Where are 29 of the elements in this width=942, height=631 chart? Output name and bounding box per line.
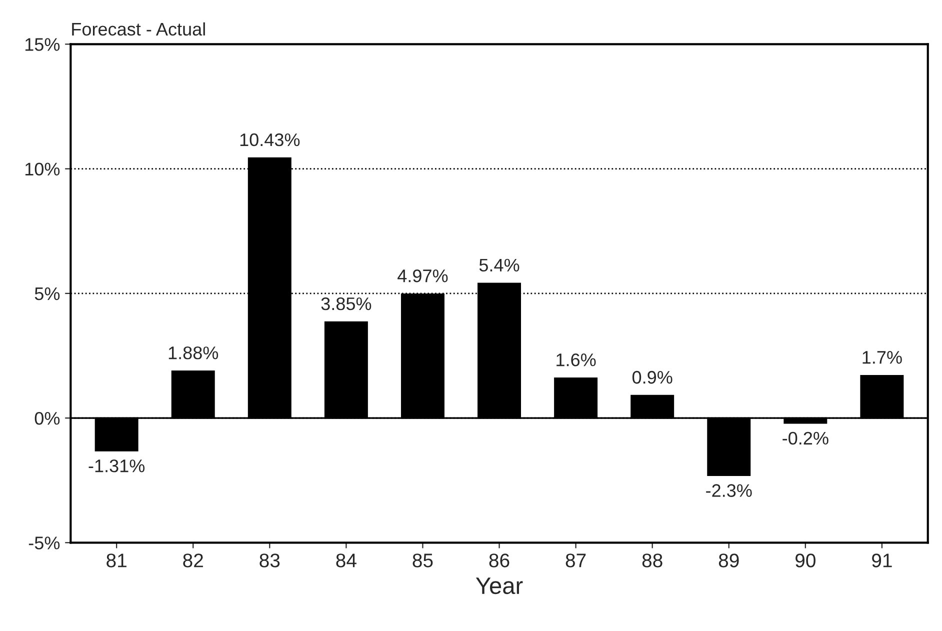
y-axis-title: Forecast - Actual (72, 22, 205, 36)
data-label: 1.6% (556, 353, 596, 366)
y-tick-label: -5% (28, 536, 60, 550)
y-tick-label: 0% (34, 412, 60, 425)
x-tick-label: 91 (872, 554, 892, 568)
x-tick-label: 81 (106, 554, 126, 568)
x-tick-label: 90 (796, 554, 816, 568)
x-tick-label: 83 (260, 554, 280, 568)
data-label: 1.88% (168, 346, 218, 360)
data-label: -0.2% (782, 432, 828, 445)
data-label: 3.85% (321, 297, 372, 310)
x-tick-label: 82 (183, 554, 203, 568)
x-tick-label: 85 (412, 554, 433, 568)
x-tick-label: 86 (489, 554, 510, 568)
data-label: 10.43% (240, 133, 300, 146)
y-tick-label: 10% (25, 162, 60, 176)
data-label: 4.97% (398, 269, 448, 282)
x-tick-label: 87 (566, 554, 586, 568)
x-tick-label: 84 (336, 554, 356, 568)
x-tick-label: 88 (642, 554, 662, 568)
y-tick-label: 5% (34, 287, 60, 300)
data-label: -2.3% (706, 484, 752, 497)
data-label: -1.31% (88, 460, 145, 472)
data-label: 1.7% (862, 351, 902, 364)
y-tick-label: 15% (25, 38, 60, 51)
data-label: 0.9% (632, 370, 672, 384)
x-tick-label: 89 (718, 554, 739, 568)
data-label: 5.4% (479, 258, 520, 272)
x-axis-title: Year (476, 578, 523, 594)
